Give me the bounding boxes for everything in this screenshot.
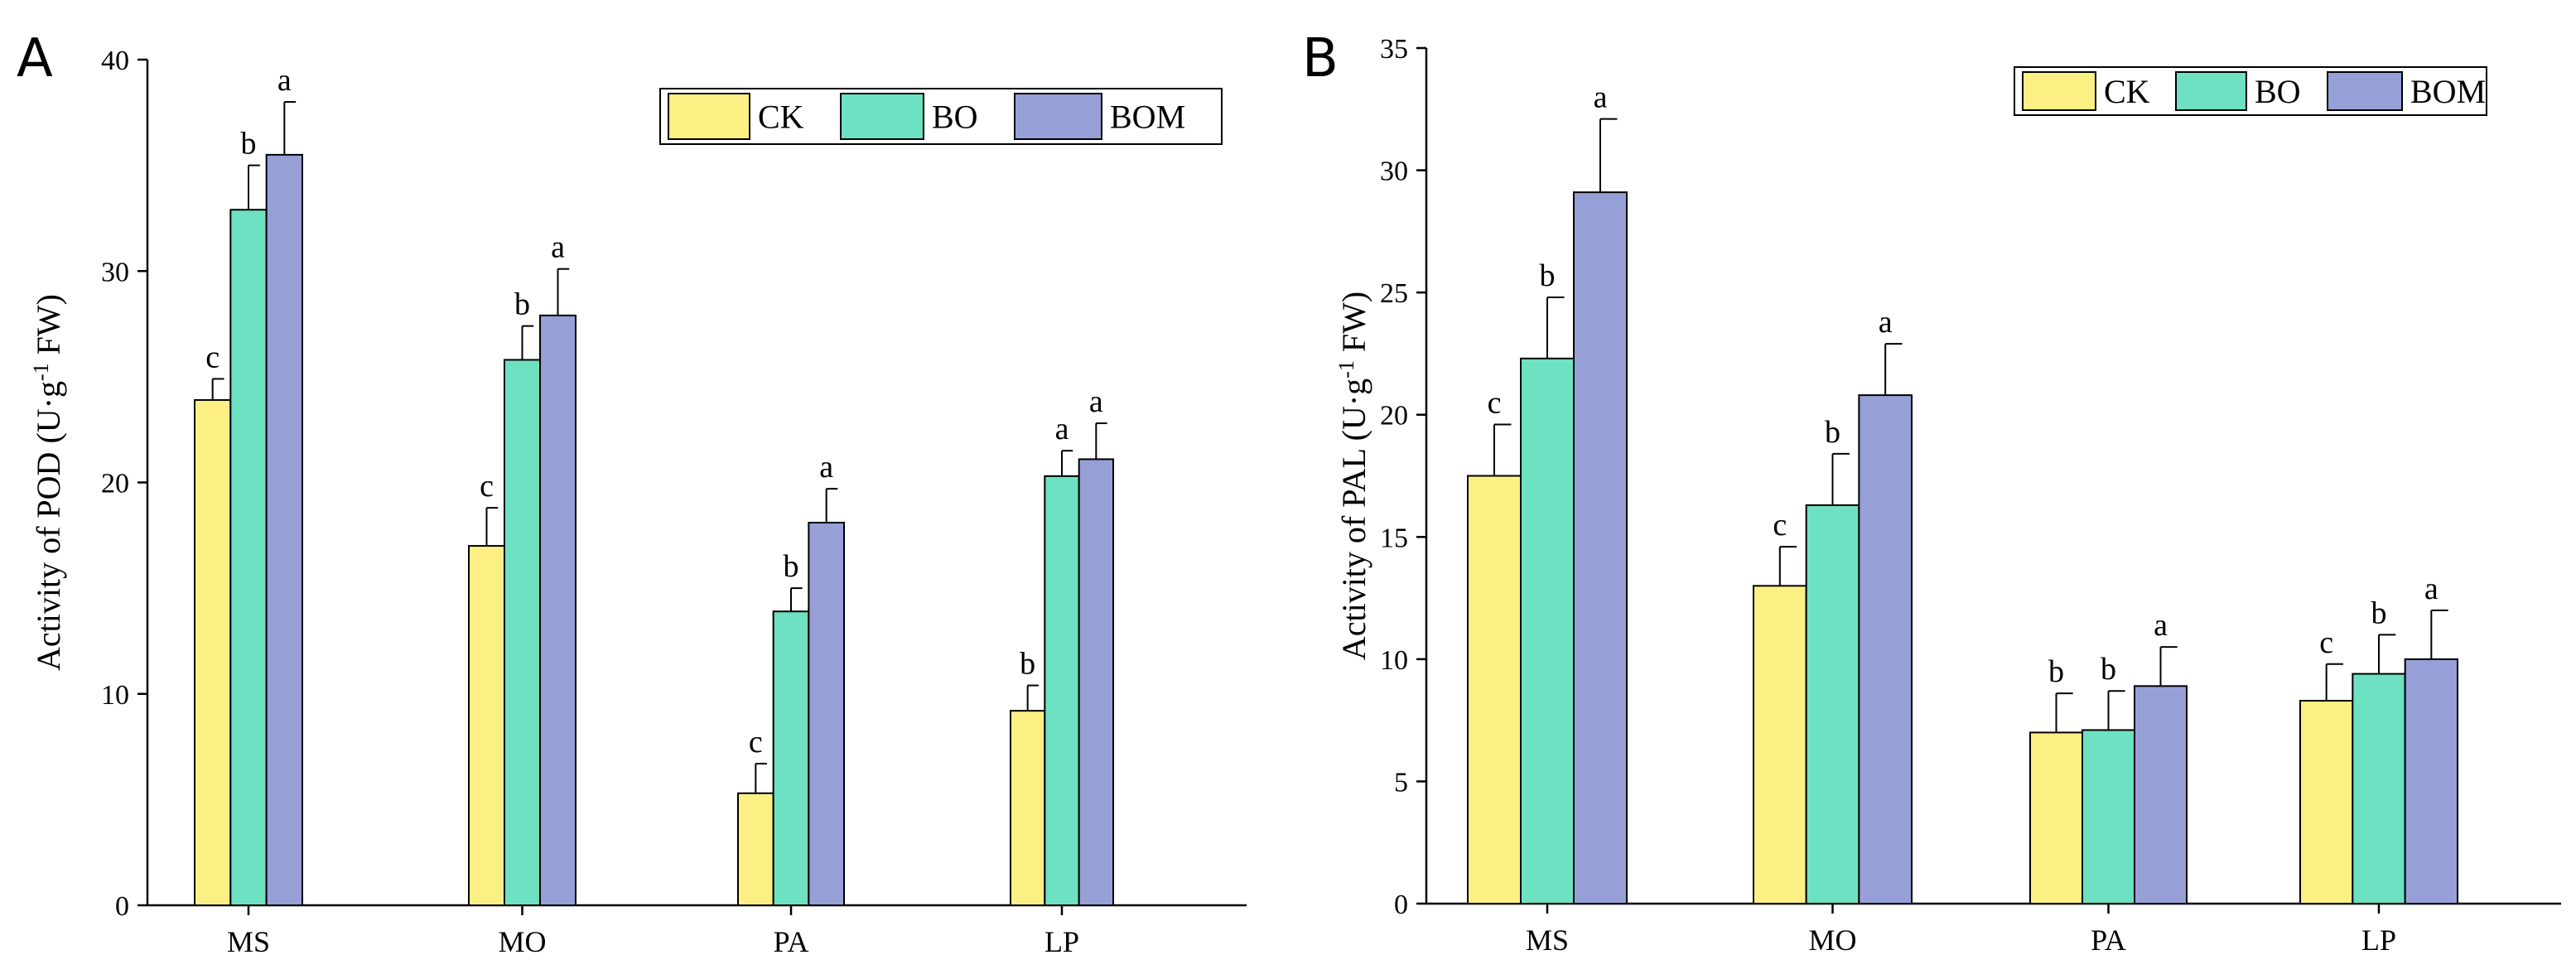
- bar-ck-mo: [1753, 585, 1807, 904]
- panel-label-a: A: [17, 28, 53, 89]
- x-tick-label: MS: [1526, 924, 1569, 957]
- significance-letter: b: [2371, 596, 2387, 630]
- legend-label-bom: BOM: [2410, 73, 2486, 110]
- significance-letter: c: [205, 340, 219, 374]
- bar-ck-lp: [2299, 700, 2354, 904]
- y-tick-label: 20: [1380, 401, 1408, 432]
- bar-bo-ms: [229, 209, 268, 907]
- significance-letter: a: [2154, 608, 2168, 643]
- chart-b: 0 5 10 15 20 25 30 35 Activity of PAL (U·g-1 FW)…: [1334, 34, 2561, 957]
- y-tick-label: 20: [101, 469, 129, 499]
- legend-label-ck: CK: [758, 99, 804, 136]
- bar-ck-ms: [194, 398, 232, 906]
- significance-letter: b: [2101, 652, 2116, 687]
- y-axis-label: Activity of POD (U·g-1 FW): [29, 294, 68, 671]
- significance-letter: c: [1488, 386, 1502, 421]
- significance-letter: a: [551, 230, 565, 265]
- significance-letter: a: [2424, 571, 2439, 606]
- bar-bom-ms: [265, 153, 303, 907]
- bar-bom-mo: [539, 314, 576, 907]
- y-tick-label: 40: [101, 46, 129, 76]
- bar-bom-ms: [1573, 191, 1628, 905]
- x-tick-label: MO: [1808, 924, 1856, 957]
- y-tick-label: 10: [1380, 645, 1408, 676]
- x-tick-label: LP: [1044, 925, 1079, 958]
- bar-bom-pa: [808, 521, 845, 906]
- bar-ck-ms: [1467, 475, 1522, 904]
- legend-swatch-bo: [2175, 71, 2247, 111]
- y-tick-label: 25: [1380, 278, 1408, 309]
- y-tick-label: 5: [1394, 767, 1408, 798]
- significance-letter: a: [277, 63, 292, 98]
- y-axis-label-unit: FW): [30, 294, 67, 363]
- y-axis-label-superscript: -1: [1334, 360, 1358, 379]
- significance-letter: b: [784, 549, 799, 584]
- x-tick-label: PA: [2091, 924, 2126, 957]
- significance-letter: c: [749, 725, 763, 760]
- x-tick-label: LP: [2361, 924, 2396, 957]
- significance-letter: a: [1089, 384, 1103, 419]
- x-tick-label: PA: [774, 925, 809, 958]
- significance-letter: b: [241, 127, 257, 162]
- bar-ck-mo: [468, 545, 505, 906]
- bar-bo-lp: [1044, 475, 1080, 906]
- legend-box: [659, 88, 1223, 145]
- legend-label-ck: CK: [2104, 73, 2150, 110]
- significance-letter: c: [2319, 625, 2333, 660]
- significance-letter: b: [514, 287, 530, 322]
- significance-letter: c: [480, 469, 494, 504]
- significance-letter: b: [1825, 415, 1840, 450]
- legend-swatch-bom: [2327, 71, 2403, 111]
- bar-bo-pa: [772, 610, 810, 906]
- y-axis-label-superscript: -1: [29, 363, 53, 381]
- bar-ck-lp: [1010, 710, 1046, 906]
- significance-letter: a: [1879, 305, 1893, 340]
- significance-letter: a: [1055, 412, 1069, 446]
- significance-letter: a: [819, 450, 833, 485]
- legend-swatch-ck: [2022, 71, 2096, 111]
- legend-swatch-bo: [840, 93, 924, 140]
- bar-bo-ms: [1520, 357, 1575, 904]
- x-tick-label: MS: [227, 925, 270, 958]
- bar-bo-mo: [1805, 504, 1860, 904]
- bar-bo-lp: [2352, 673, 2406, 905]
- legend-label-bom: BOM: [1110, 99, 1185, 136]
- y-tick-label: 15: [1380, 523, 1408, 553]
- legend-swatch-bom: [1014, 93, 1102, 140]
- y-tick-label: 30: [101, 257, 129, 287]
- bar-bom-lp: [1078, 458, 1114, 906]
- bar-bom-mo: [1858, 394, 1913, 904]
- y-tick-label: 30: [1380, 157, 1408, 187]
- x-tick-label: MO: [498, 925, 546, 958]
- bar-bom-lp: [2404, 658, 2459, 904]
- bar-ck-pa: [737, 792, 774, 907]
- bar-ck-pa: [2029, 731, 2083, 905]
- y-tick-label: 0: [1394, 890, 1408, 920]
- bar-bom-pa: [2134, 685, 2188, 905]
- y-tick-label: 35: [1380, 34, 1408, 65]
- significance-letter: a: [1594, 80, 1608, 115]
- significance-letter: b: [2048, 654, 2064, 689]
- bar-bo-mo: [504, 359, 541, 906]
- significance-letter: c: [1773, 508, 1787, 543]
- panel-label-b: B: [1302, 28, 1339, 89]
- bar-bo-pa: [2082, 729, 2135, 904]
- y-axis-label-text: Activity of PAL (U·g: [1335, 379, 1372, 660]
- legend-label-bo: BO: [932, 99, 978, 136]
- y-axis-label: Activity of PAL (U·g-1 FW): [1334, 292, 1373, 660]
- y-tick-label: 10: [101, 680, 129, 711]
- y-axis-label-unit: FW): [1335, 292, 1372, 360]
- y-tick-label: 0: [115, 891, 129, 922]
- significance-letter: b: [1540, 258, 1556, 293]
- legend-swatch-ck: [668, 93, 750, 140]
- significance-letter: b: [1020, 647, 1035, 682]
- y-axis-label-text: Activity of POD (U·g: [30, 381, 67, 671]
- legend-label-bo: BO: [2255, 73, 2301, 110]
